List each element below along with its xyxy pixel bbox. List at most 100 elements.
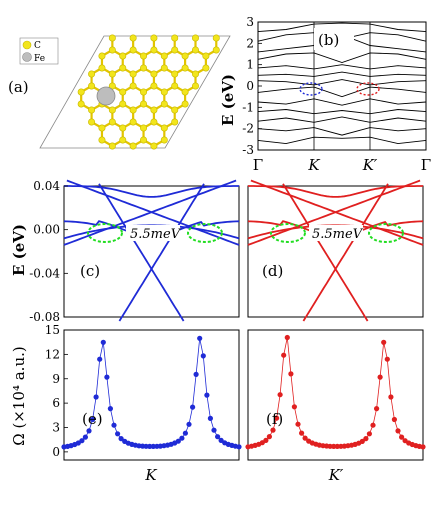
carbon-atom [150,34,158,42]
edge-band [66,179,240,246]
carbon-atom [181,52,189,60]
y-tick-label: 12 [45,347,60,361]
data-point [266,434,272,440]
panel-f: (f) K′ [245,329,426,484]
panel-b: (b) -3 -2 -1 0 1 2 3 E (eV) Γ K K′ Γ [219,15,431,174]
k-valley-highlight [299,82,323,96]
carbon-atom [119,124,127,132]
y-tick-label: 6 [52,396,60,410]
legend-carbon-label: C [34,41,41,51]
panel-f-label: (f) [266,410,283,428]
band-line [257,64,427,70]
x-tick-gamma-left: Γ [253,156,263,174]
carbon-atom [191,34,199,42]
iron-legend-marker [22,52,32,62]
carbon-atom [160,100,168,108]
edge-band [250,179,424,246]
carbon-atom [98,136,106,144]
y-tick-label: 1 [246,58,254,72]
carbon-atom [129,82,137,90]
data-point [107,406,113,412]
y-tick-label: 0.04 [33,179,60,193]
data-point [288,371,294,377]
carbon-atom [119,52,127,60]
data-point [215,434,221,440]
data-point [331,443,337,449]
panel-f-frame [247,329,424,461]
carbon-atom [108,118,116,126]
carbon-atom [88,118,96,126]
data-point [204,392,210,398]
carbon-atom [119,136,127,144]
data-point [111,422,117,428]
carbon-atom [88,70,96,78]
carbon-atom [181,88,189,96]
carbon-atom [140,136,148,144]
panel-d-frame [247,185,424,318]
carbon-atom [171,106,179,114]
carbon-atom [212,46,220,54]
carbon-atom [191,70,199,78]
edge-band [247,179,421,246]
top-band [248,185,423,198]
carbon-atom [140,124,148,132]
carbon-atom [108,106,116,114]
gap-annotation: 5.5meV [130,227,182,242]
data-point [82,434,88,440]
band-line [257,86,427,98]
carbon-atom [140,52,148,60]
data-point [190,404,196,410]
carbon-atom [140,100,148,108]
carbon-atom [160,124,168,132]
carbon-atom [171,82,179,90]
carbon-atom [171,46,179,54]
data-point [182,430,188,436]
data-point [295,421,301,427]
y-tick-label: -1 [242,100,254,114]
data-point [90,416,96,423]
data-point [186,421,192,427]
carbon-atom [212,34,220,42]
data-point [391,416,397,423]
data-point [399,434,405,440]
y-axis-title: Ω (×10⁴ a.u.) [10,346,28,446]
data-point [284,334,290,341]
band-line [257,136,427,145]
linear-band [118,183,205,322]
data-point [395,428,401,434]
carbon-atom [98,52,106,60]
carbon-atom [77,100,85,108]
carbon-atom [150,46,158,54]
carbon-atom [171,70,179,78]
carbon-atom [160,88,168,96]
carbon-atom [150,70,158,78]
berry-curvature-series-blue [61,335,242,450]
carbon-atom [119,88,127,96]
y-axis-title: E (eV) [10,224,28,276]
data-point [281,352,287,358]
k-prime-valley-highlight [356,82,380,96]
y-tick-label: -3 [242,143,254,157]
berry-curvature-series-red [245,334,426,450]
y-axis-ticks: 0.04 0.00 -0.04 -0.08 [29,179,68,324]
panel-c-label: (c) [80,262,100,280]
zoom-band-curves-red [247,179,424,322]
data-point [363,436,369,442]
carbon-atom [119,100,127,108]
data-point [104,374,110,380]
panel-d: 5.5meV (d) [247,179,424,322]
carbon-atom [129,70,137,78]
y-tick-label: 3 [246,15,254,29]
carbon-atom [129,46,137,54]
band-line [257,71,427,77]
edge-band [63,179,237,246]
legend-iron-label: Fe [34,54,45,64]
linear-band [282,183,369,322]
data-point [274,415,280,421]
carbon-atom [129,142,137,150]
carbon-atom [129,118,137,126]
carbon-atom [191,82,199,90]
panel-c: 5.5meV (c) 0.04 0.00 -0.04 -0.08 E (eV) [10,179,240,324]
y-axis-ticks: 0 3 6 9 12 15 [45,323,68,459]
